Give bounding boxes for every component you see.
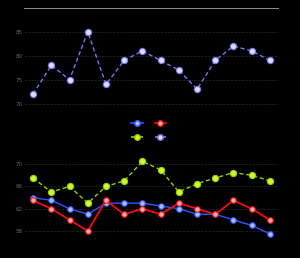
Legend:   ,   : , xyxy=(129,133,174,143)
